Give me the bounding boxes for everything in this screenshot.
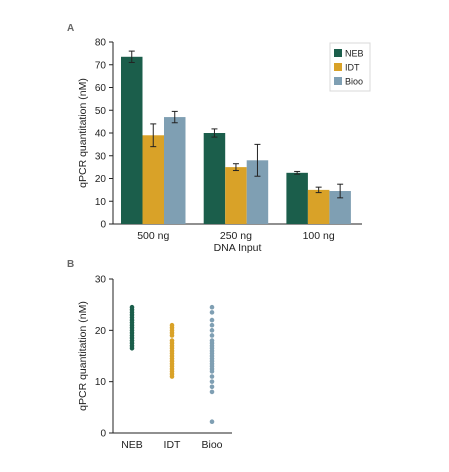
y-tick-label: 20 (95, 174, 107, 185)
y-tick-label: 60 (95, 83, 107, 94)
bar-neb-250-ng (203, 133, 226, 224)
dot-bioo (209, 328, 215, 333)
dot-bioo (209, 379, 215, 384)
y-tick-label: 10 (95, 377, 107, 388)
y-tick-label: 70 (95, 60, 107, 71)
x-tick-label: 500 ng (137, 230, 169, 242)
dot-bioo (209, 304, 215, 310)
dot-bioo (209, 384, 215, 390)
dot-bioo (209, 322, 215, 328)
y-tick-label: 0 (100, 220, 106, 231)
dot-bioo (209, 310, 215, 315)
dot-idt (169, 374, 175, 379)
dot-bioo (209, 333, 215, 338)
dot-idt (169, 333, 175, 338)
y-tick-label: 0 (100, 429, 106, 440)
bar-idt-250-ng (225, 167, 247, 224)
panel-b-label: B (67, 259, 74, 270)
y-tick-label: 30 (95, 151, 107, 162)
x-axis-title: DNA Input (214, 242, 262, 254)
dot-neb (129, 346, 135, 351)
y-tick-label: 10 (95, 197, 107, 208)
dot-plot-panel-b: 0 10 20 30 NEB IDT Bioo qPCR quantitation (nM) (77, 275, 232, 451)
y-tick-label: 20 (95, 326, 107, 337)
legend-swatch-idt (334, 63, 342, 71)
bar-bioo-250-ng (246, 160, 269, 224)
dot-bioo (209, 369, 215, 374)
x-tick-label: 250 ng (220, 230, 252, 242)
y-axis-title: qPCR quantitation (nM) (77, 301, 89, 411)
x-tick-label: IDT (164, 439, 182, 451)
bar-chart-panel-a: 0 10 20 30 40 50 60 70 80 500 ng 250 ng 100 ng DNA I… (77, 38, 371, 254)
panel-a-label: A (67, 23, 74, 34)
x-tick-label: Bioo (201, 439, 222, 451)
bar-idt-500-ng (142, 135, 164, 224)
dot-bioo (209, 317, 215, 323)
bar-bioo-500-ng (164, 117, 186, 224)
y-axis-title: qPCR quantitation (nM) (77, 78, 89, 188)
x-tick-label: NEB (121, 439, 143, 451)
bar-idt-100-ng (307, 189, 330, 224)
y-tick-label: 30 (95, 275, 107, 286)
bar-neb-500-ng (121, 56, 143, 224)
legend-swatch-neb (334, 49, 342, 57)
bar-bioo-100-ng (329, 191, 351, 224)
legend-swatch-bioo (334, 77, 342, 85)
legend-label-idt: IDT (345, 63, 360, 73)
bar-neb-100-ng (286, 172, 308, 224)
dot-bioo (209, 389, 215, 395)
y-tick-label: 40 (95, 129, 107, 140)
y-tick-label: 80 (95, 38, 107, 49)
legend-label-neb: NEB (345, 49, 364, 59)
dot-bioo (209, 419, 215, 425)
dot-bioo (209, 374, 215, 379)
x-tick-label: 100 ng (303, 230, 335, 242)
y-tick-label: 50 (95, 106, 107, 117)
legend-label-bioo: Bioo (345, 77, 363, 87)
